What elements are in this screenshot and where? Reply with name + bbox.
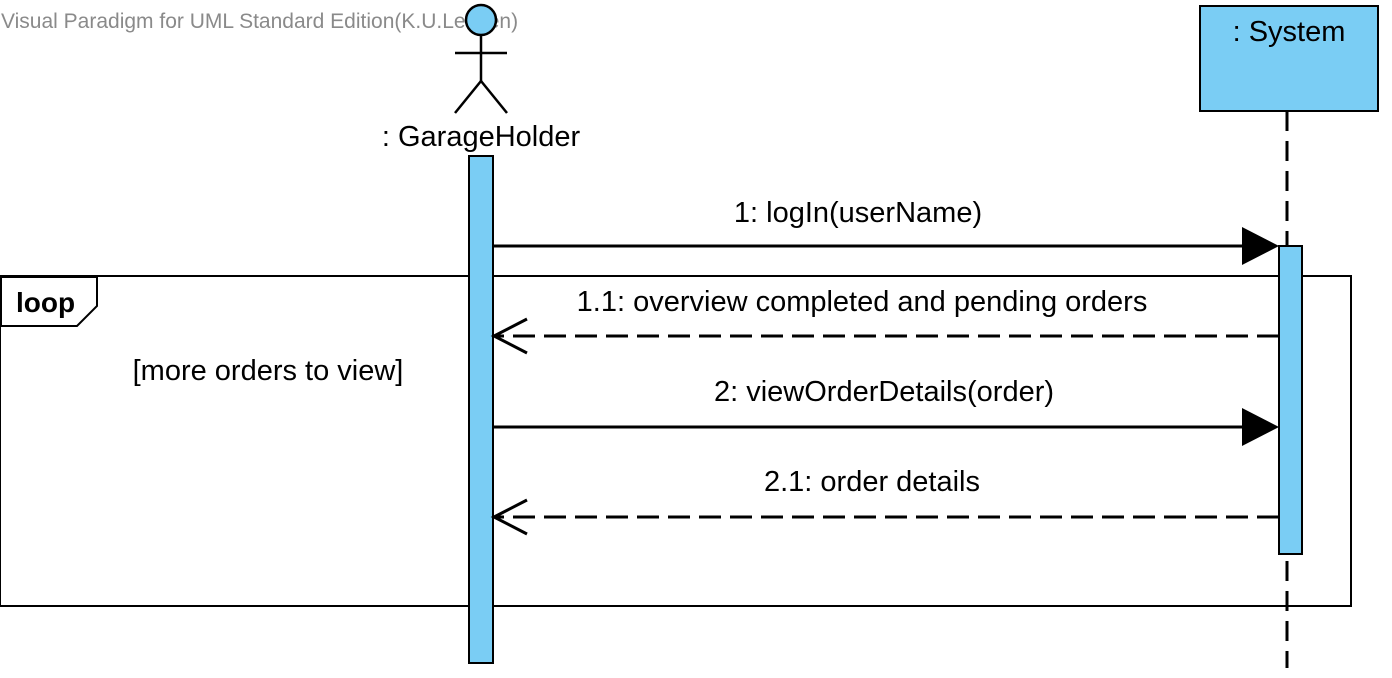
message-1: 1: logIn(userName): [493, 197, 1279, 265]
loop-operator-label: loop: [16, 287, 75, 318]
message-1-1: 1.1: overview completed and pending orde…: [494, 286, 1279, 353]
message-1-label: 1: logIn(userName): [734, 197, 982, 229]
filled-arrowhead-icon: [1242, 227, 1279, 265]
filled-arrowhead-icon: [1242, 408, 1279, 446]
system-label: : System: [1233, 16, 1346, 48]
message-2-label: 2: viewOrderDetails(order): [714, 376, 1054, 408]
message-2: 2: viewOrderDetails(order): [493, 376, 1279, 446]
loop-fragment: loop [more orders to view]: [0, 276, 1351, 606]
watermark-text: Visual Paradigm for UML Standard Edition…: [1, 10, 518, 33]
actor-head: [466, 5, 496, 35]
actor-activation-bar: [469, 156, 493, 663]
message-1-1-label: 1.1: overview completed and pending orde…: [577, 286, 1148, 318]
actor-label: : GarageHolder: [382, 121, 581, 153]
loop-fragment-frame: [0, 276, 1351, 606]
message-2-1-label: 2.1: order details: [764, 466, 980, 498]
loop-guard: [more orders to view]: [133, 355, 404, 387]
message-2-1: 2.1: order details: [494, 466, 1279, 534]
system-activation-bar: [1279, 246, 1302, 554]
